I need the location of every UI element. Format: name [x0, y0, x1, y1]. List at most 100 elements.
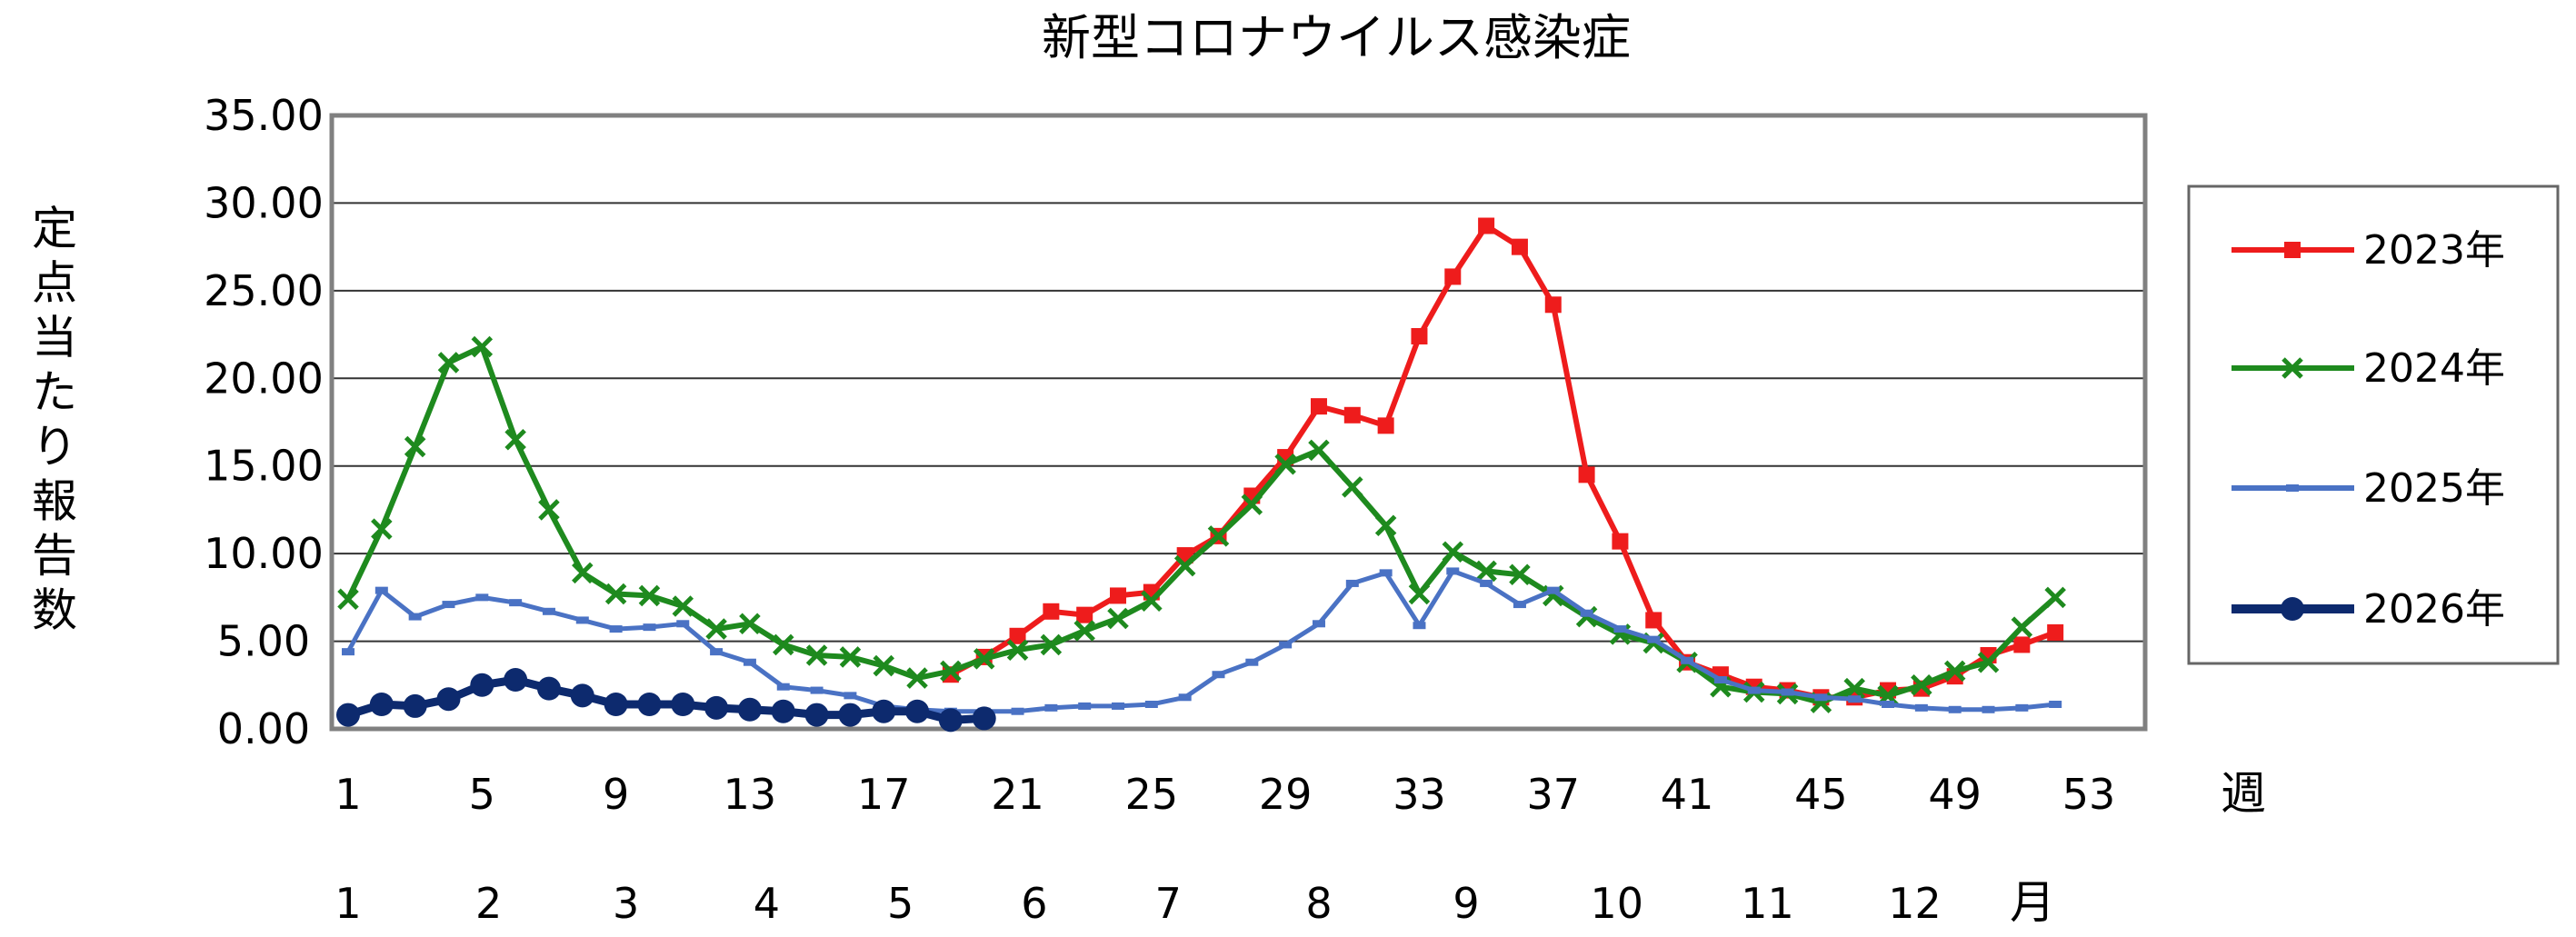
data-point: [1580, 609, 1593, 617]
data-point: [1173, 554, 1196, 577]
data-point: [471, 335, 494, 358]
month-tick-label: 7: [1155, 879, 1182, 928]
data-point: [2013, 636, 2031, 653]
data-point: [637, 693, 662, 716]
data-point: [838, 703, 863, 727]
data-point: [1245, 658, 1259, 666]
plot-area: [329, 113, 2148, 732]
data-point: [1478, 217, 1495, 234]
data-point: [1681, 656, 1694, 664]
legend-item: 2024年: [2232, 345, 2505, 392]
data-point: [671, 693, 695, 716]
data-point: [1073, 620, 1095, 642]
data-point: [1212, 671, 1225, 679]
month-tick-label: 10: [1590, 879, 1643, 928]
x-tick-label: 33: [1393, 770, 1446, 819]
x-axis-weeks: 1 5 9 13 17 21 25 29 33 37 41 45 49 53: [334, 770, 2115, 819]
y-tick-label: 25.00: [204, 266, 324, 315]
data-point: [672, 595, 694, 617]
data-point: [839, 646, 862, 668]
y-tick-label: 0.00: [217, 704, 310, 753]
data-point: [609, 625, 623, 633]
data-point: [1613, 625, 1627, 633]
y-axis-label-char: 数: [32, 584, 77, 637]
data-point: [1442, 541, 1464, 563]
data-point: [873, 654, 894, 677]
data-point: [408, 613, 422, 621]
x-tick-label: 5: [469, 770, 495, 819]
data-point: [1480, 579, 1493, 587]
data-point: [575, 616, 589, 624]
data-point: [1312, 620, 1325, 628]
series-line: [345, 344, 2058, 706]
month-tick-label: 12: [1888, 879, 1942, 928]
data-point: [1011, 707, 1024, 715]
y-axis-label-char: り: [32, 421, 77, 473]
data-point: [1411, 328, 1428, 344]
data-point: [1144, 701, 1158, 708]
data-point: [810, 686, 824, 694]
data-point: [604, 583, 627, 605]
data-point: [1178, 693, 1192, 702]
month-tick-label: 11: [1741, 879, 1794, 928]
data-point: [1647, 635, 1661, 643]
data-point: [475, 593, 489, 602]
data-point: [1546, 586, 1560, 594]
data-point: [504, 668, 528, 692]
data-point: [2281, 357, 2303, 379]
data-point: [2286, 484, 2299, 492]
data-point: [371, 518, 393, 540]
data-point: [705, 618, 727, 640]
data-point: [643, 623, 656, 632]
data-point: [504, 429, 526, 451]
data-point: [570, 683, 594, 708]
data-point: [1207, 525, 1230, 547]
month-tick-label: 4: [754, 879, 780, 928]
data-point: [1241, 493, 1263, 515]
data-point: [1814, 693, 1828, 702]
data-point: [938, 708, 963, 733]
data-point: [374, 586, 388, 594]
month-tick-label: 1: [334, 879, 361, 928]
month-tick-label: 9: [1453, 879, 1479, 928]
data-point: [1612, 533, 1629, 550]
series-2026年: [336, 668, 996, 733]
data-point: [1511, 238, 1528, 255]
data-point: [1747, 686, 1761, 694]
legend: 2023年 2024年 2025年 2026年: [2187, 184, 2560, 665]
data-point: [1914, 703, 1928, 712]
data-point: [1943, 660, 1966, 683]
data-point: [1413, 622, 1426, 630]
month-tick-label: 3: [613, 879, 639, 928]
data-point: [1848, 695, 1862, 703]
x-tick-label: 37: [1526, 770, 1580, 819]
series-line: [345, 568, 2056, 714]
data-point: [1343, 406, 1361, 424]
data-point: [1843, 677, 1865, 700]
month-unit-label: 月: [2010, 876, 2055, 929]
y-tick-label: 15.00: [204, 442, 324, 491]
x-tick-label: 25: [1125, 770, 1179, 819]
data-point: [1977, 651, 2000, 673]
x-tick-label: 1: [334, 770, 361, 819]
data-point: [1377, 417, 1394, 434]
data-point: [940, 660, 962, 683]
data-point: [1408, 583, 1431, 605]
month-tick-label: 2: [475, 879, 502, 928]
y-tick-label: 5.00: [217, 617, 310, 666]
data-point: [638, 584, 661, 607]
data-point: [342, 648, 354, 656]
data-point: [739, 613, 761, 635]
y-axis-label-char: 報: [32, 475, 77, 528]
x-axis-unit-label: 週: [2221, 767, 2266, 820]
data-point: [404, 435, 426, 458]
data-point: [772, 633, 794, 656]
data-point: [844, 692, 857, 700]
y-tick-label: 10.00: [204, 529, 324, 578]
data-point: [776, 683, 790, 691]
grid-lines: [332, 202, 2145, 643]
data-point: [743, 658, 756, 666]
data-point: [1040, 633, 1063, 656]
x-tick-label: 45: [1794, 770, 1848, 819]
